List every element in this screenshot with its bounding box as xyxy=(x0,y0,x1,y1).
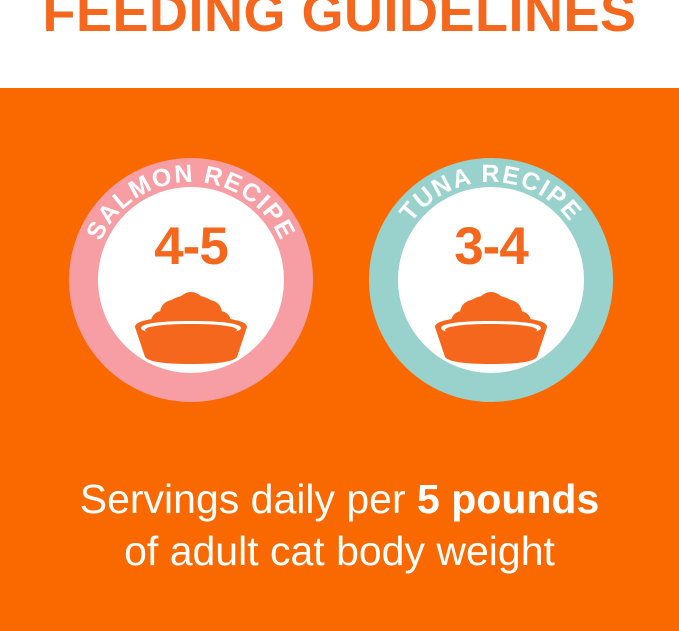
page-title: FEEDING GUIDELINES xyxy=(42,0,637,43)
feeding-instructions-line-2: of adult cat body weight xyxy=(124,528,555,575)
orange-content-panel: SALMON RECIPE 4-5 xyxy=(0,88,679,631)
recipe-badge-tuna: TUNA RECIPE 3-4 xyxy=(369,158,613,402)
badge-servings-salmon: 4-5 xyxy=(154,217,229,276)
food-bowl-icon xyxy=(135,292,247,364)
recipe-badges-row: SALMON RECIPE 4-5 xyxy=(0,88,679,428)
feeding-instructions-line-1: Servings daily per 5 pounds xyxy=(0,473,679,525)
feeding-instructions-weight: 5 pounds xyxy=(417,476,600,522)
header-bar: FEEDING GUIDELINES xyxy=(0,0,679,88)
badge-servings-tuna: 3-4 xyxy=(454,217,529,276)
feeding-instructions: Servings daily per 5 pounds of adult cat… xyxy=(0,473,679,578)
recipe-badge-salmon: SALMON RECIPE 4-5 xyxy=(69,158,313,402)
food-bowl-icon xyxy=(435,292,547,364)
feeding-instructions-prefix: Servings daily per xyxy=(79,476,418,522)
